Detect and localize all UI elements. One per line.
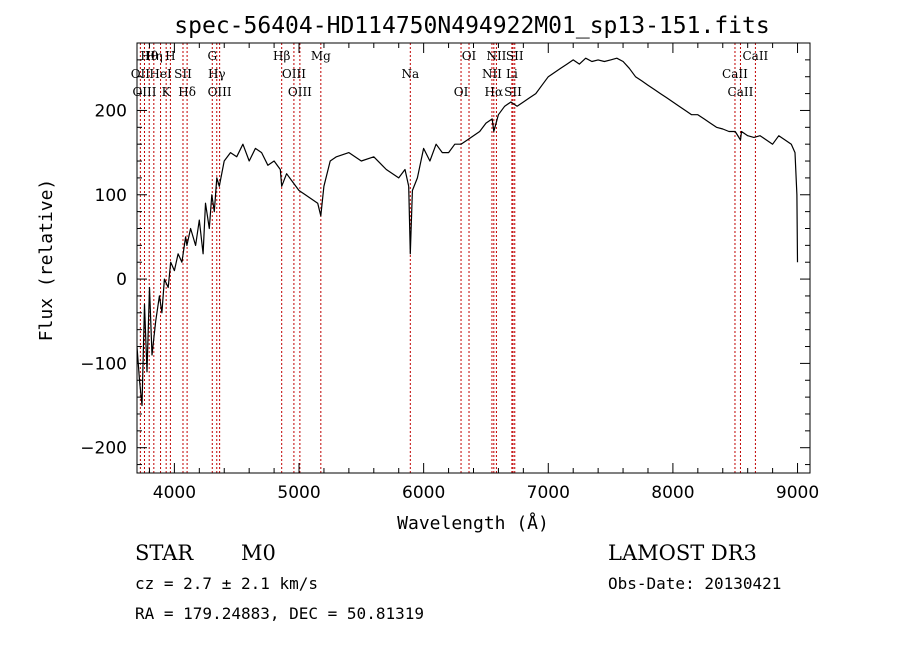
line-marker-label: OIII	[132, 85, 156, 99]
y-axis: −200 −100 0 100 200	[80, 42, 810, 466]
y-tick-label: 100	[95, 186, 127, 206]
line-marker-label: OI	[462, 49, 477, 63]
object-class: STAR	[135, 541, 194, 565]
line-marker-label: SII	[504, 85, 522, 99]
y-tick-label: −200	[80, 439, 127, 459]
line-marker-label: NII	[482, 67, 502, 81]
line-marker-label: CaII	[728, 85, 754, 99]
line-marker-label: SII	[506, 49, 524, 63]
line-marker-label: Hα	[485, 85, 504, 99]
line-marker-label: Hη	[145, 49, 163, 63]
x-tick-label: 6000	[402, 483, 445, 503]
line-marker-label: Li	[506, 67, 518, 81]
line-marker-label: Hγ	[208, 67, 226, 81]
x-axis-label: Wavelength (Å)	[397, 512, 549, 534]
y-tick-label: −100	[80, 354, 127, 374]
line-marker-label-group: Hθ OII OIII Hη HeI K H SII Hδ G Hγ OIII Hβ OIII OIII Mg…	[131, 49, 769, 99]
spectrum-layer	[137, 57, 799, 407]
spectrum-line	[137, 57, 799, 407]
line-marker-label: HeI	[149, 67, 172, 81]
survey-name: LAMOST DR3	[608, 541, 757, 565]
chart-title: spec-56404-HD114750N494922M01_sp13-151.f…	[174, 13, 769, 39]
line-marker-label: H	[165, 49, 175, 63]
spectral-subclass: M0	[241, 541, 276, 565]
line-marker-label: OIII	[208, 85, 232, 99]
line-marker-label: CaII	[742, 49, 768, 63]
observation-date: Obs-Date: 20130421	[608, 574, 781, 593]
line-marker-group	[139, 43, 756, 473]
x-tick-label: 5000	[277, 483, 320, 503]
line-marker-label: G	[207, 49, 217, 63]
coordinates: RA = 179.24883, DEC = 50.81319	[135, 604, 424, 623]
x-tick-label: 9000	[776, 483, 819, 503]
line-marker-label: K	[162, 85, 172, 99]
line-marker-label: Hθ	[140, 49, 158, 63]
x-tick-label: 8000	[651, 483, 694, 503]
y-tick-label: 0	[116, 270, 127, 290]
y-tick-label: 200	[95, 101, 127, 121]
x-tick-label: 7000	[527, 483, 570, 503]
line-marker-label: NII	[486, 49, 506, 63]
line-marker-label: Hδ	[178, 85, 196, 99]
line-marker-label: OII	[131, 67, 151, 81]
x-axis: 4000 5000 6000 7000 8000 9000	[148, 43, 819, 503]
line-marker-label: CaII	[722, 67, 748, 81]
plot-frame	[136, 42, 811, 474]
line-marker-label: Hβ	[273, 49, 290, 63]
line-marker-label: OIII	[288, 85, 312, 99]
line-marker-label: OIII	[282, 67, 306, 81]
line-marker-label: SII	[174, 67, 192, 81]
line-marker-label: Mg	[311, 49, 331, 63]
y-axis-label: Flux (relative)	[36, 179, 57, 342]
line-marker-label: Na	[401, 67, 419, 81]
x-tick-label: 4000	[153, 483, 196, 503]
redshift-cz: cz = 2.7 ± 2.1 km/s	[135, 574, 318, 593]
line-marker-label: OI	[454, 85, 469, 99]
